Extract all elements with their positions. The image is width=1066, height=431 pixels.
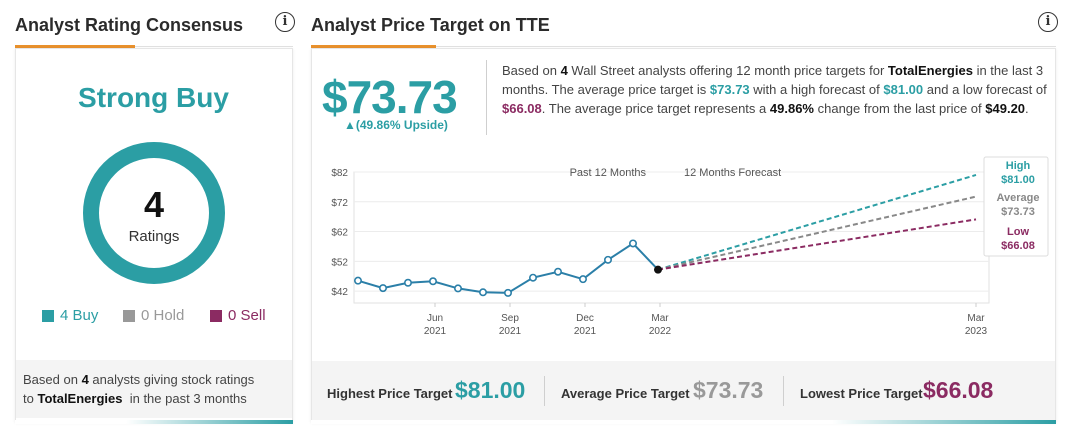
forecast-line-average	[657, 195, 977, 271]
x-tick-month: Mar	[967, 313, 985, 324]
legend-sell-label: 0 Sell	[228, 307, 266, 324]
consensus-rating: Strong Buy	[78, 82, 229, 113]
history-line	[357, 242, 659, 294]
forecast-low-label: Low	[1007, 226, 1029, 238]
info-icon[interactable]: i	[275, 12, 295, 32]
history-point	[628, 239, 637, 248]
history-point	[353, 276, 362, 285]
forecast-average-label: Average	[996, 192, 1039, 204]
y-tick-label: $42	[331, 287, 348, 298]
x-tick-year: 2022	[649, 326, 672, 337]
ratings-count: 4	[143, 184, 165, 225]
rating-footer-text: Based on 4 analysts giving stock ratings…	[23, 372, 255, 406]
history-point	[603, 255, 612, 264]
legend-buy-swatch	[42, 309, 54, 322]
average-target-value: $73.73	[693, 377, 764, 403]
title-divider-right	[436, 46, 1056, 47]
price-target-title: Analyst Price Target on TTE	[311, 15, 550, 35]
rating-footer	[16, 360, 292, 418]
history-point	[404, 278, 413, 287]
highest-target-value: $81.00	[455, 377, 526, 403]
current-price-point	[654, 265, 662, 274]
rating-panel-title: Analyst Rating Consensus	[15, 15, 244, 35]
info-icon-price-target[interactable]: i	[1038, 12, 1058, 32]
ratings-donut: 4 Ratings	[83, 142, 225, 284]
y-tick-label: $72	[331, 198, 348, 209]
legend-hold-label: 0 Hold	[141, 307, 185, 324]
y-tick-label: $82	[331, 168, 348, 179]
lowest-target-value: $66.08	[923, 377, 994, 403]
x-tick-year: 2021	[499, 326, 522, 337]
y-tick-label: $52	[331, 257, 348, 268]
section-label-forecast: 12 Months Forecast	[684, 167, 781, 179]
legend-hold: 0 Hold	[123, 307, 184, 324]
x-tick-year: 2021	[424, 326, 447, 337]
forecast-line-high	[657, 174, 977, 271]
legend-sell-swatch	[210, 309, 222, 322]
legend-sell: 0 Sell	[210, 307, 266, 324]
x-tick-month: Jun	[427, 313, 443, 324]
legend-hold-swatch	[123, 309, 135, 322]
forecast-high-label: High	[1006, 160, 1031, 172]
history-point	[529, 273, 538, 282]
title-divider	[135, 46, 293, 47]
title-accent-bar	[15, 45, 135, 48]
history-point	[429, 277, 438, 286]
x-tick-month: Mar	[651, 313, 669, 324]
history-point	[504, 288, 513, 297]
legend-buy: 4 Buy	[42, 307, 98, 324]
header-divider	[486, 60, 487, 135]
forecast-average-value: $73.73	[1001, 206, 1035, 218]
rating-card-bottom-bar	[15, 420, 293, 424]
history-point	[479, 288, 488, 297]
price-card-bottom-bar	[311, 420, 1056, 424]
forecast-line-low	[657, 218, 977, 271]
x-tick-year: 2021	[574, 326, 597, 337]
forecast-label-box	[983, 156, 1049, 257]
highest-target-label: Highest Price Target	[327, 386, 453, 401]
price-target-description: Based on 4 Wall Street analysts offering…	[502, 63, 1047, 116]
price-target-card	[311, 48, 1056, 422]
stats-divider-2	[783, 376, 784, 406]
section-label-past: Past 12 Months	[570, 167, 647, 179]
history-point	[554, 267, 563, 276]
legend-buy-label: 4 Buy	[60, 307, 99, 324]
stats-divider-1	[544, 376, 545, 406]
stats-footer	[312, 361, 1055, 420]
forecast-low-value: $66.08	[1001, 240, 1035, 252]
price-target-chart: $82 $72 $62 $52 $42 Past 12 Months 12 Months F…	[331, 156, 1049, 337]
forecast-high-value: $81.00	[1001, 174, 1035, 186]
x-tick-month: Sep	[501, 313, 519, 324]
history-point	[578, 275, 587, 284]
ratings-label: Ratings	[128, 228, 180, 245]
x-tick-month: Dec	[576, 313, 594, 324]
upside-percent: ▲(49.86% Upside)	[344, 118, 448, 132]
x-tick-year: 2023	[965, 326, 988, 337]
plot-frame	[353, 171, 990, 304]
history-point	[454, 284, 463, 293]
lowest-target-label: Lowest Price Target	[800, 386, 923, 401]
y-tick-label: $62	[331, 228, 348, 239]
history-point	[379, 284, 388, 293]
average-price-target: $73.73	[322, 71, 458, 123]
title-accent-bar-right	[311, 45, 436, 48]
average-target-label: Average Price Target	[561, 386, 690, 401]
